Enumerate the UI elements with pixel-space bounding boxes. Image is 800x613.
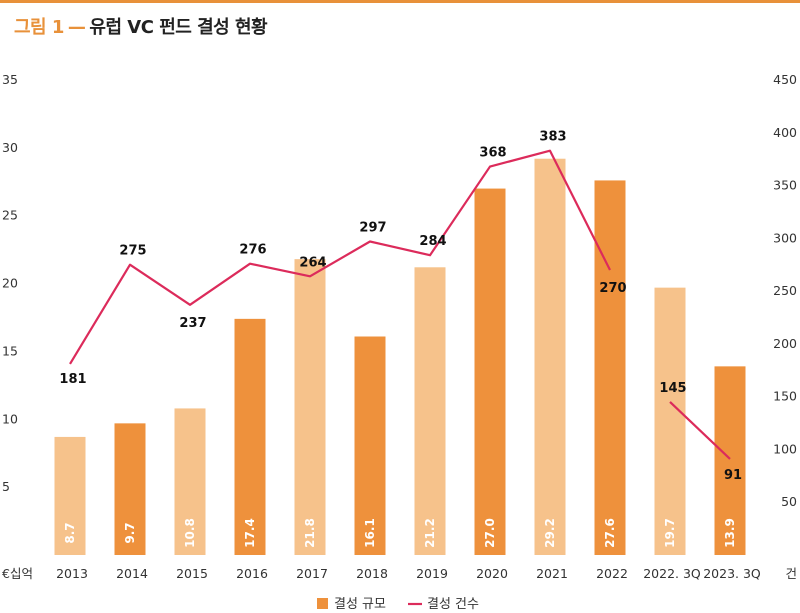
figure-label: 그림 1 [14, 17, 64, 38]
bar [414, 267, 446, 555]
right-axis-ticks: 50 100 150 200 250 300 350 400 450 [773, 72, 797, 509]
bar-value-label: 21.2 [423, 518, 437, 548]
legend: 결성 규모 결성 건수 [317, 597, 479, 612]
bar [594, 180, 626, 555]
bar-value-label: 9.7 [123, 522, 137, 543]
right-axis-tick-label: 400 [773, 125, 797, 140]
bar [114, 423, 146, 555]
line-value-label: 145 [659, 381, 686, 396]
line-value-label: 270 [599, 281, 626, 296]
bar-value-label: 8.7 [63, 522, 77, 543]
right-axis-tick-label: 350 [773, 178, 797, 193]
line-value-label: 181 [59, 372, 86, 387]
legend-label-line: 결성 건수 [427, 597, 479, 612]
bar [54, 436, 86, 555]
x-axis-tick-label: 2015 [176, 566, 208, 581]
bar-value-label: 13.9 [723, 518, 737, 548]
line-value-label: 284 [419, 234, 446, 249]
line-value-label: 264 [299, 255, 326, 270]
line-segment [669, 401, 731, 460]
bar [234, 318, 266, 555]
left-axis-tick-label: 20 [2, 276, 18, 291]
line-series: 181 275 237 276 264 297 284 368 383 270 145 91 [59, 130, 742, 483]
x-axis-tick-label: 2021 [536, 566, 568, 581]
line-value-label: 91 [724, 468, 742, 483]
x-axis-tick-label: 2016 [236, 566, 268, 581]
right-axis-tick-label: 200 [773, 336, 797, 351]
left-axis-tick-label: 15 [2, 343, 18, 358]
legend-swatch-bar [317, 598, 328, 609]
left-axis-unit: €십억 [2, 566, 33, 581]
x-axis-labels: €십억 2013 2014 2015 2016 2017 2018 2019 2020 2021 2… [2, 566, 797, 581]
line-value-label: 275 [119, 244, 146, 259]
right-axis-tick-label: 150 [773, 389, 797, 404]
x-axis-tick-label: 2022 [596, 566, 628, 581]
bar-series: 8.7 9.7 10.8 17.4 21.8 16.1 21.2 27.0 29.2 27.6 19… [54, 158, 746, 556]
left-axis-tick-label: 25 [2, 208, 18, 223]
bar-value-label: 17.4 [243, 518, 257, 548]
line-value-label: 237 [179, 316, 206, 331]
line-segment [69, 149, 611, 365]
right-axis-tick-label: 450 [773, 72, 797, 87]
bar-value-label: 10.8 [183, 518, 197, 548]
bar-value-label: 19.7 [663, 518, 677, 548]
line-value-label: 297 [359, 221, 386, 236]
line-value-label: 368 [479, 146, 506, 161]
x-axis-tick-label: 2018 [356, 566, 388, 581]
left-axis-tick-label: 5 [2, 479, 10, 494]
left-axis-ticks: 5 10 15 20 25 30 35 [2, 72, 18, 494]
x-axis-tick-label: 2014 [116, 566, 148, 581]
bar [294, 259, 326, 555]
bar [174, 408, 206, 555]
right-axis-tick-label: 250 [773, 283, 797, 298]
x-axis-tick-label: 2020 [476, 566, 508, 581]
bar [354, 336, 386, 555]
line-value-label: 276 [239, 243, 266, 258]
legend-label-bar: 결성 규모 [334, 597, 386, 612]
x-axis-tick-label: 2019 [416, 566, 448, 581]
x-axis-tick-label: 2013 [56, 566, 88, 581]
right-axis-tick-label: 100 [773, 441, 797, 456]
x-axis-tick-label: 2023. 3Q [703, 566, 761, 581]
bar-value-label: 27.0 [483, 518, 497, 548]
title-text: 유럽 VC 펀드 결성 현황 [89, 17, 268, 38]
bar-value-label: 16.1 [363, 518, 377, 548]
line-value-label: 383 [539, 130, 566, 145]
right-axis-tick-label: 50 [781, 494, 797, 509]
right-axis-tick-label: 300 [773, 230, 797, 245]
right-axis-unit: 건 [785, 566, 797, 581]
left-axis-tick-label: 30 [2, 140, 18, 155]
bar [474, 188, 506, 556]
x-axis-tick-label: 2022. 3Q [643, 566, 701, 581]
top-accent-rule [0, 0, 800, 3]
chart-title: 그림 1— 유럽 VC 펀드 결성 현황 [14, 13, 268, 39]
bar-value-label: 29.2 [543, 518, 557, 548]
title-dash: — [67, 17, 86, 38]
bar-value-label: 21.8 [303, 518, 317, 548]
bar [534, 158, 566, 555]
bar [654, 287, 686, 555]
bar-value-label: 27.6 [603, 518, 617, 548]
left-axis-tick-label: 35 [2, 72, 18, 87]
x-axis-tick-label: 2017 [296, 566, 328, 581]
left-axis-tick-label: 10 [2, 411, 18, 426]
bar [714, 366, 746, 555]
